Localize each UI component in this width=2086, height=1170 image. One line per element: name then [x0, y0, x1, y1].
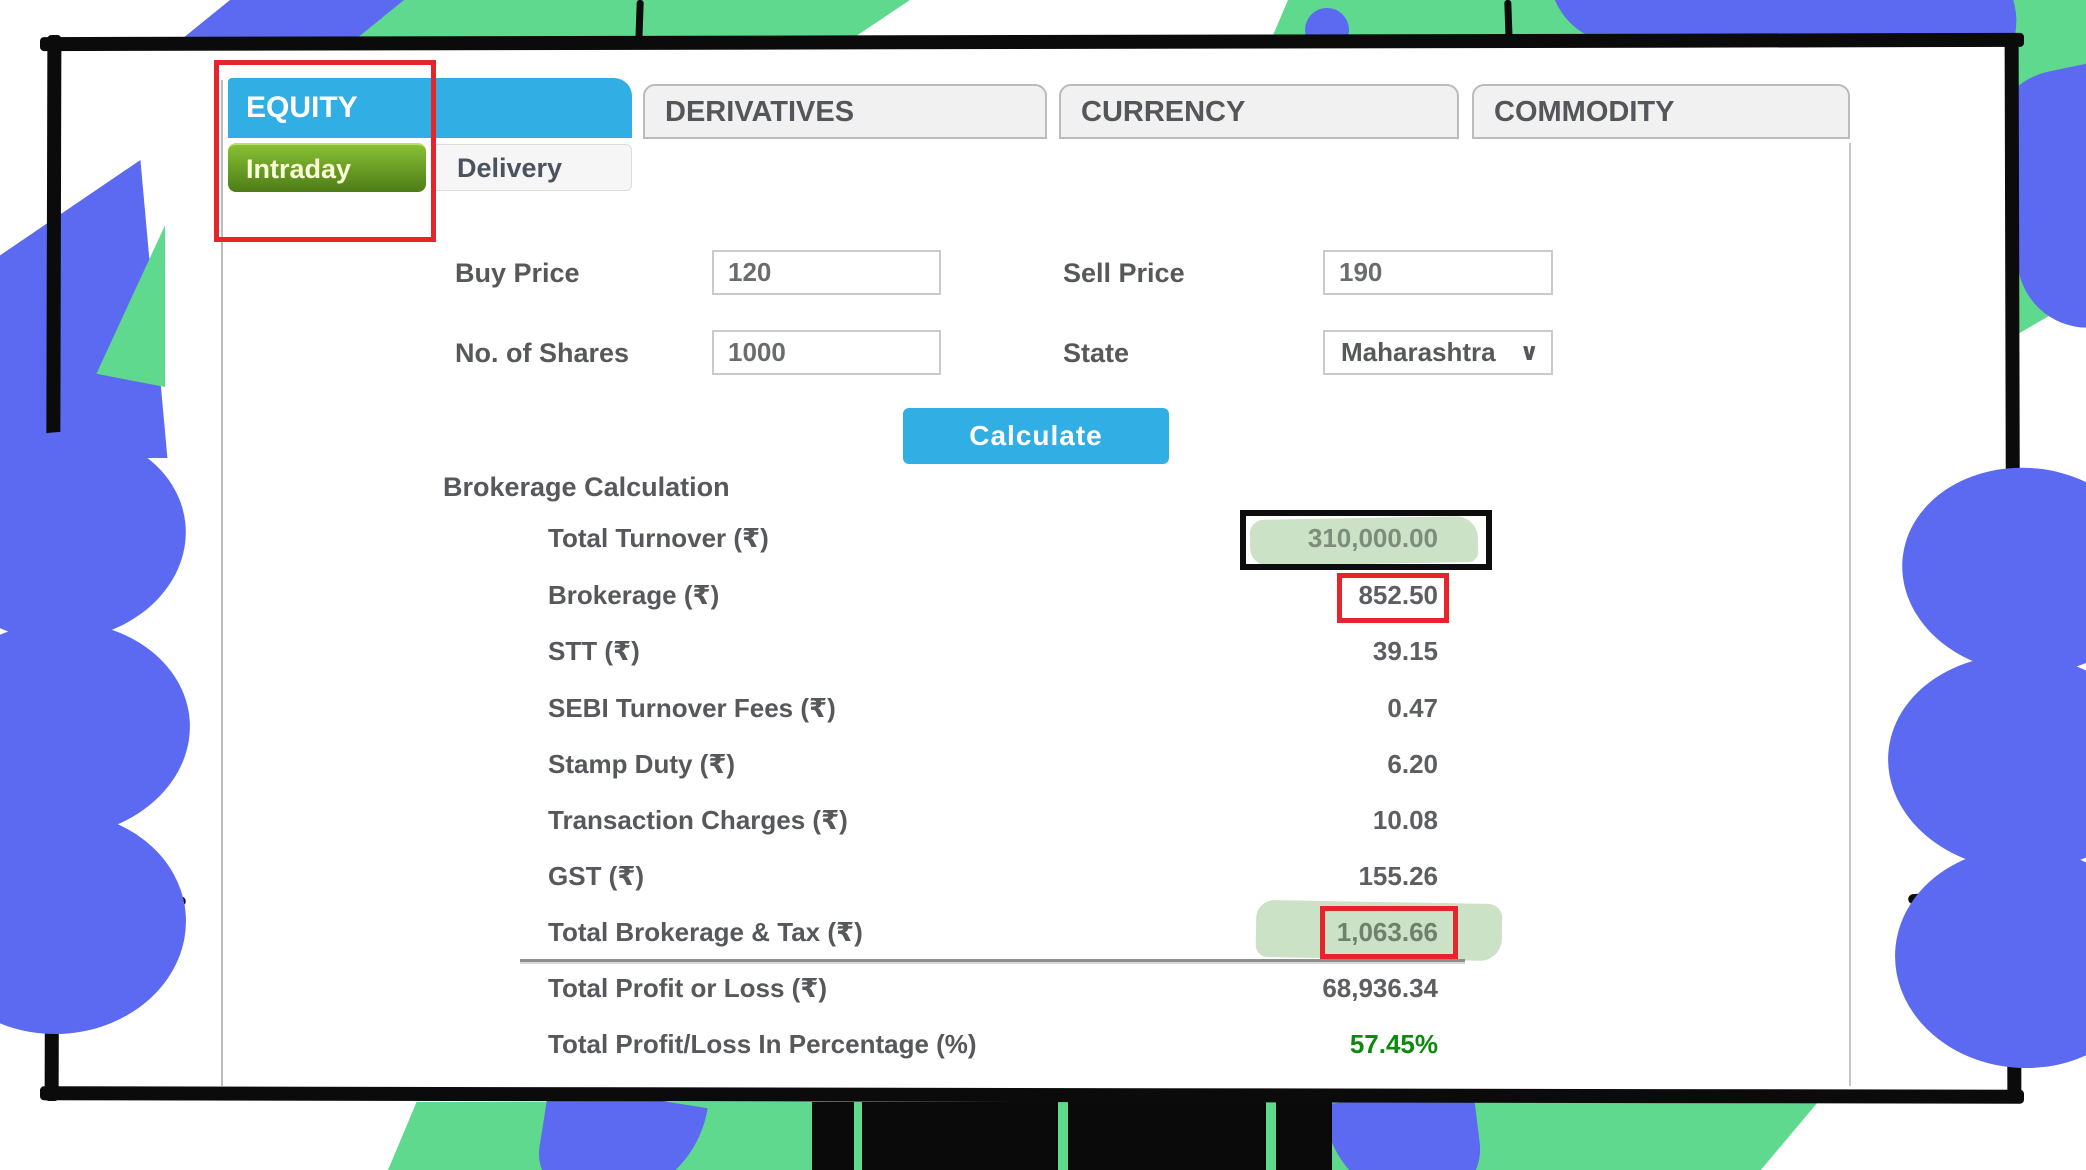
result-row-gst: GST (₹) 155.26: [0, 861, 2086, 895]
sell-price-input[interactable]: [1323, 250, 1553, 295]
result-row-brokerage: Brokerage (₹) 852.50: [0, 580, 2086, 614]
annotation-red-box-tabs: [214, 60, 436, 242]
result-value: 1,063.66: [1336, 917, 1438, 947]
monitor-stand: [862, 1102, 1058, 1170]
tab-derivatives[interactable]: DERIVATIVES: [643, 84, 1047, 139]
buy-price-label: Buy Price: [455, 258, 580, 288]
result-value: 57.45%: [1349, 1029, 1438, 1059]
calculate-button[interactable]: Calculate: [903, 408, 1169, 464]
monitor-screen: [55, 46, 2015, 1092]
monitor-stand: [1276, 1102, 1332, 1170]
tab-commodity[interactable]: COMMODITY: [1472, 84, 1850, 139]
annotation-red-box-total-brokerage: [1320, 906, 1458, 959]
result-value: 852.50: [1358, 580, 1438, 610]
result-label: Total Brokerage & Tax (₹): [548, 917, 863, 947]
result-label: Total Turnover (₹): [548, 523, 769, 553]
result-row-stamp-duty: Stamp Duty (₹) 6.20: [0, 749, 2086, 783]
annotation-black-box-turnover: [1240, 510, 1492, 570]
result-label: SEBI Turnover Fees (₹): [548, 693, 836, 723]
result-label: Total Profit or Loss (₹): [548, 973, 828, 1003]
result-value: 310,000.00: [1307, 523, 1438, 553]
result-value: 155.26: [1358, 861, 1438, 891]
state-select-value: Maharashtra: [1341, 337, 1496, 367]
result-label: Total Profit/Loss In Percentage (%): [548, 1029, 977, 1059]
result-value: 68,936.34: [1322, 973, 1438, 1003]
results-heading: Brokerage Calculation: [443, 472, 730, 502]
result-label: Transaction Charges (₹): [548, 805, 848, 835]
subtab-delivery[interactable]: Delivery: [432, 144, 632, 191]
tab-equity[interactable]: EQUITY: [228, 78, 632, 138]
results-divider: [520, 959, 1465, 962]
shares-label: No. of Shares: [455, 338, 630, 368]
monitor-stand: [812, 1102, 854, 1170]
result-value: 6.20: [1387, 749, 1438, 779]
sell-price-label: Sell Price: [1063, 258, 1185, 288]
result-row-profit-loss-percentage: Total Profit/Loss In Percentage (%) 57.4…: [0, 1029, 2086, 1063]
result-value: 0.47: [1387, 693, 1438, 723]
annotation-red-box-brokerage: [1337, 573, 1449, 623]
result-value: 10.08: [1372, 805, 1438, 835]
result-row-total-brokerage-tax: Total Brokerage & Tax (₹) 1,063.66: [0, 917, 2086, 951]
chevron-down-icon: ∨: [1519, 339, 1540, 366]
result-row-total-turnover: Total Turnover (₹) 310,000.00: [0, 523, 2086, 557]
result-row-transaction-charges: Transaction Charges (₹) 10.08: [0, 805, 2086, 839]
result-value: 39.15: [1372, 636, 1438, 666]
panel-right-border: [1849, 143, 1851, 1086]
shares-input[interactable]: [712, 330, 941, 375]
state-label: State: [1063, 338, 1130, 368]
result-row-total-profit-loss: Total Profit or Loss (₹) 68,936.34: [0, 973, 2086, 1007]
buy-price-input[interactable]: [712, 250, 941, 295]
result-row-sebi-fees: SEBI Turnover Fees (₹) 0.47: [0, 693, 2086, 727]
monitor-stand: [1068, 1102, 1266, 1170]
state-select[interactable]: Maharashtra ∨: [1323, 330, 1553, 375]
result-label: Stamp Duty (₹): [548, 749, 736, 779]
result-label: STT (₹): [548, 636, 640, 666]
tab-currency[interactable]: CURRENCY: [1059, 84, 1459, 139]
panel-left-border: [221, 80, 223, 1086]
result-label: GST (₹): [548, 861, 645, 891]
result-row-stt: STT (₹) 39.15: [0, 636, 2086, 670]
subtab-intraday[interactable]: Intraday: [228, 143, 426, 192]
result-label: Brokerage (₹): [548, 580, 720, 610]
